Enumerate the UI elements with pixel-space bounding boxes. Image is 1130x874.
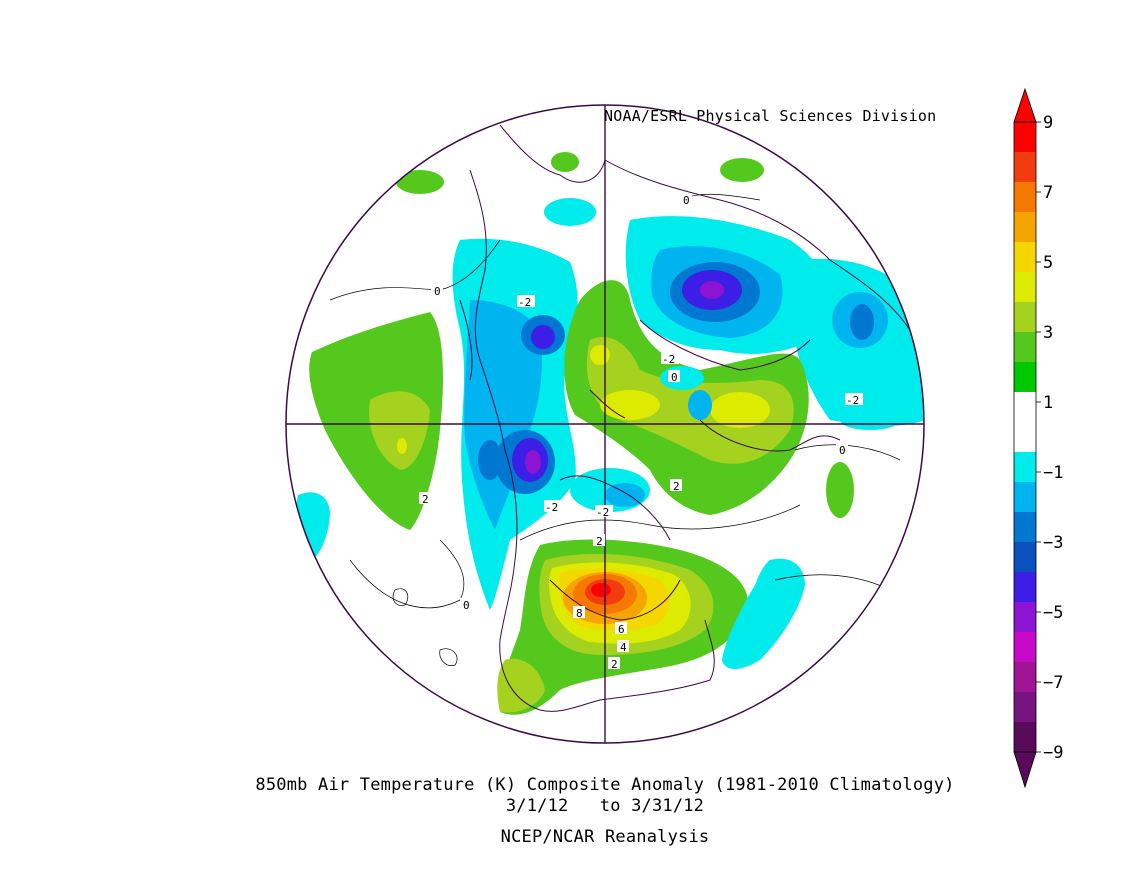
colorbar-swatch bbox=[1014, 692, 1036, 723]
graticule bbox=[286, 105, 924, 743]
colorbar-tick-label: −3 bbox=[1043, 533, 1063, 553]
colorbar-tick-label: 1 bbox=[1043, 393, 1053, 413]
svg-text:2: 2 bbox=[596, 535, 603, 548]
colorbar-max-arrow bbox=[1013, 87, 1037, 123]
credit-text: NOAA/ESRL Physical Sciences Division bbox=[604, 107, 937, 125]
contour-label: -2 bbox=[845, 393, 863, 407]
contour-label: 0 bbox=[431, 284, 443, 298]
contour-label: -2 bbox=[595, 505, 613, 519]
svg-text:2: 2 bbox=[673, 480, 680, 493]
contour-label: 0 bbox=[680, 193, 692, 207]
contour-label: 4 bbox=[617, 640, 629, 654]
colorbar-swatch bbox=[1014, 332, 1036, 363]
contour-label: 2 bbox=[670, 479, 682, 493]
contour-label-group: 0 0 0 0 0 -2 -2 -2 -2 -2 2 2 2 2 8 6 4 bbox=[419, 193, 863, 671]
contour-label: 2 bbox=[593, 534, 605, 548]
contour-label: -2 bbox=[517, 295, 535, 309]
contour-label: 2 bbox=[419, 492, 431, 506]
colorbar-swatch bbox=[1014, 722, 1036, 753]
colorbar-swatch bbox=[1014, 602, 1036, 633]
colorbar-tick-label: 7 bbox=[1043, 183, 1053, 203]
svg-text:-2: -2 bbox=[545, 501, 558, 514]
colorbar-tick-label: 5 bbox=[1043, 253, 1053, 273]
colorbar-swatch bbox=[1014, 272, 1036, 303]
contour-label: -2 bbox=[544, 500, 562, 514]
svg-text:2: 2 bbox=[611, 658, 618, 671]
svg-text:0: 0 bbox=[434, 285, 441, 298]
colorbar-swatch bbox=[1014, 212, 1036, 243]
svg-text:-2: -2 bbox=[596, 506, 609, 519]
coastlines bbox=[459, 124, 911, 712]
svg-text:-2: -2 bbox=[846, 394, 859, 407]
svg-text:-2: -2 bbox=[518, 296, 531, 309]
anomaly-pacific-warm-core bbox=[369, 391, 430, 470]
anomaly-field bbox=[286, 105, 924, 743]
contour-label: 8 bbox=[573, 606, 585, 620]
colorbar-swatch bbox=[1014, 122, 1036, 153]
colorbar-swatch bbox=[1014, 422, 1036, 453]
colorbar-tick-label: −5 bbox=[1043, 603, 1063, 623]
colorbar-swatch bbox=[1014, 662, 1036, 693]
svg-text:0: 0 bbox=[839, 444, 846, 457]
svg-text:0: 0 bbox=[683, 194, 690, 207]
map-title: 850mb Air Temperature (K) Composite Anom… bbox=[255, 775, 955, 795]
contour-label: -2 bbox=[661, 352, 679, 366]
date-range: 3/1/12 to 3/31/12 bbox=[505, 796, 705, 816]
colorbar-tick-label: 3 bbox=[1043, 323, 1053, 343]
svg-text:-2: -2 bbox=[662, 353, 675, 366]
colorbar-tick-label: −9 bbox=[1043, 743, 1063, 763]
colorbar: 9 7 5 3 1 −1 −3 −5 −7 −9 bbox=[1013, 87, 1063, 789]
map-boundary bbox=[285, 104, 925, 744]
colorbar-tick-label: 9 bbox=[1043, 113, 1053, 133]
contour-label: 0 bbox=[668, 370, 680, 384]
colorbar-swatch bbox=[1014, 242, 1036, 273]
colorbar-swatch bbox=[1014, 512, 1036, 543]
data-source: NCEP/NCAR Reanalysis bbox=[500, 827, 710, 847]
colorbar-swatch bbox=[1014, 632, 1036, 663]
colorbar-swatch bbox=[1014, 392, 1036, 423]
colorbar-tick-label: −7 bbox=[1043, 673, 1063, 693]
colorbar-swatch bbox=[1014, 452, 1036, 483]
contour-label: 2 bbox=[608, 657, 620, 671]
colorbar-swatch bbox=[1014, 152, 1036, 183]
svg-text:0: 0 bbox=[671, 371, 678, 384]
colorbar-swatch bbox=[1014, 482, 1036, 513]
colorbar-swatch bbox=[1014, 302, 1036, 333]
colorbar-swatch bbox=[1014, 572, 1036, 603]
svg-text:4: 4 bbox=[620, 641, 627, 654]
svg-text:6: 6 bbox=[618, 623, 625, 636]
svg-text:2: 2 bbox=[422, 493, 429, 506]
colorbar-swatch bbox=[1014, 542, 1036, 573]
contour-label: 0 bbox=[836, 443, 848, 457]
colorbar-tick-label: −1 bbox=[1043, 463, 1063, 483]
contour-label: 6 bbox=[615, 622, 627, 636]
colorbar-swatch bbox=[1014, 362, 1036, 393]
svg-text:8: 8 bbox=[576, 607, 583, 620]
contour-label: 0 bbox=[460, 598, 472, 612]
colorbar-swatch bbox=[1014, 182, 1036, 213]
anomaly-atlantic-cold bbox=[722, 558, 805, 669]
svg-text:0: 0 bbox=[463, 599, 470, 612]
